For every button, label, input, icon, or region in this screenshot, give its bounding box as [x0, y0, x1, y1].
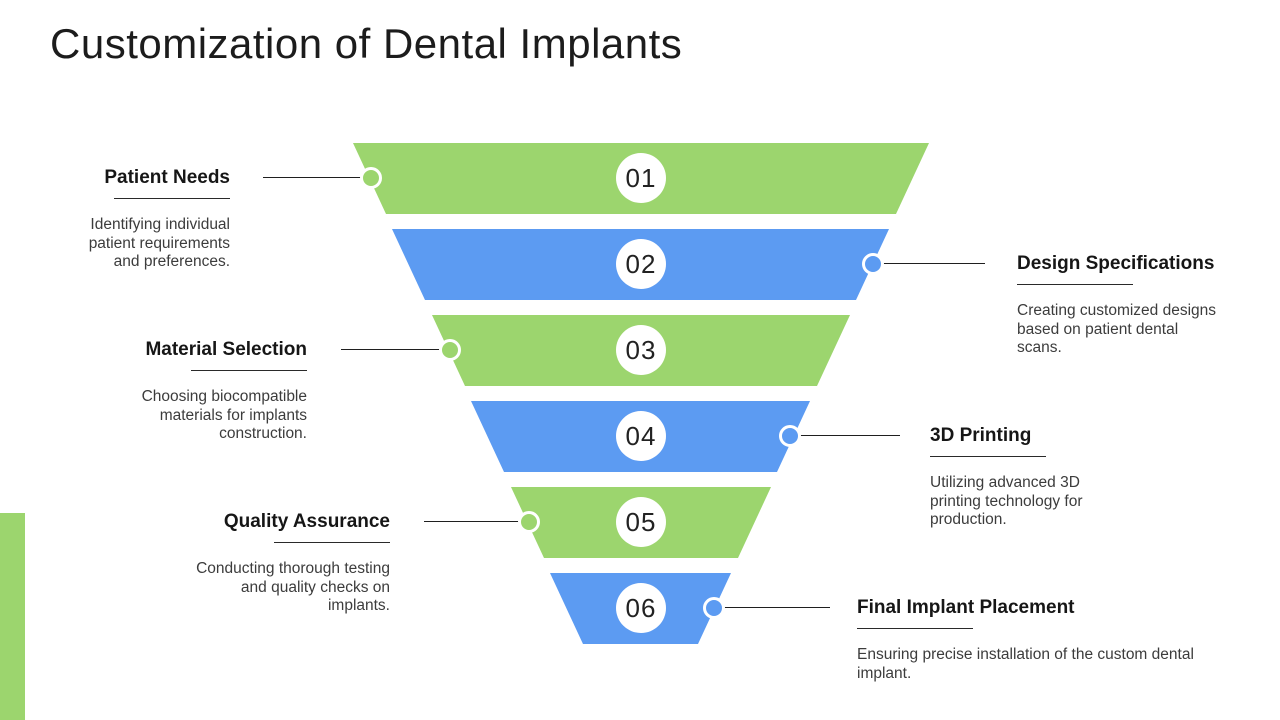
stage-title: Material Selection — [145, 339, 307, 360]
connector-dot-3 — [439, 339, 461, 361]
stage-description: Creating customized designs based on pat… — [1017, 302, 1217, 356]
stage-number-badge-5: 05 — [616, 497, 666, 547]
stage-title: Final Implant Placement — [857, 597, 1075, 618]
title-underline — [114, 198, 230, 199]
connector-dot-1 — [360, 167, 382, 189]
connector-line-3 — [341, 349, 450, 350]
stage-number-badge-3: 03 — [616, 325, 666, 375]
stage-title: Design Specifications — [1017, 253, 1215, 274]
stage-label-material-selection: Material Selection Choosing biocompatibl… — [27, 338, 307, 444]
connector-line-6 — [714, 607, 830, 608]
connector-line-2 — [873, 263, 985, 264]
stage-number-badge-4: 04 — [616, 411, 666, 461]
connector-dot-5 — [518, 511, 540, 533]
title-underline — [857, 628, 973, 629]
stage-number-badge-2: 02 — [616, 239, 666, 289]
stage-title: Patient Needs — [104, 167, 230, 188]
connector-line-5 — [424, 521, 529, 522]
stage-description: Ensuring precise installation of the cus… — [857, 646, 1194, 682]
title-underline — [191, 370, 307, 371]
stage-title: Quality Assurance — [223, 511, 390, 532]
title-underline — [930, 456, 1046, 457]
title-underline — [1017, 284, 1133, 285]
connector-line-4 — [790, 435, 900, 436]
connector-dot-6 — [703, 597, 725, 619]
title-underline — [274, 542, 390, 543]
stage-number-badge-6: 06 — [616, 583, 666, 633]
connector-dot-4 — [779, 425, 801, 447]
left-accent-bar — [0, 513, 25, 720]
connector-dot-2 — [862, 253, 884, 275]
stage-label-3d-printing: 3D Printing Utilizing advanced 3D printi… — [930, 424, 1150, 530]
stage-label-quality-assurance: Quality Assurance Conducting thorough te… — [110, 510, 390, 616]
stage-label-patient-needs: Patient Needs Identifying individual pat… — [0, 166, 230, 272]
stage-label-final-implant-placement: Final Implant Placement Ensuring precise… — [857, 596, 1257, 683]
stage-title: 3D Printing — [930, 425, 1032, 446]
stage-description: Choosing biocompatible materials for imp… — [141, 388, 307, 442]
connector-line-1 — [263, 177, 371, 178]
stage-description: Conducting thorough testing and quality … — [196, 560, 390, 614]
page-title: Customization of Dental Implants — [50, 20, 683, 67]
stage-description: Utilizing advanced 3D printing technolog… — [930, 474, 1083, 528]
stage-description: Identifying individual patient requireme… — [88, 216, 230, 270]
stage-label-design-specifications: Design Specifications Creating customize… — [1017, 252, 1257, 358]
stage-number-badge-1: 01 — [616, 153, 666, 203]
